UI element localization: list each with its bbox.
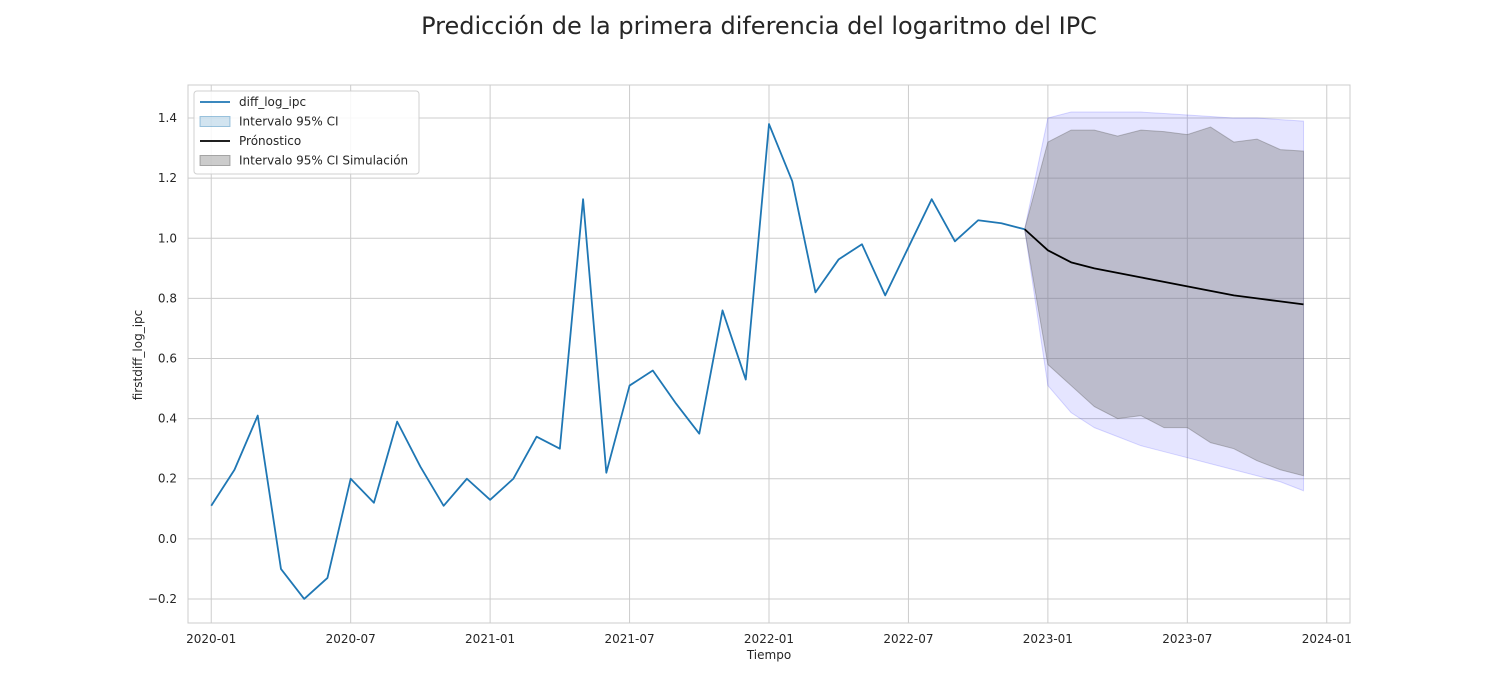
x-tick-label: 2023-07: [1162, 632, 1212, 646]
legend-box: [193, 90, 420, 175]
y-tick-label: 0.4: [158, 412, 177, 426]
legend: diff_log_ipc Intervalo 95% CI Prónostico In…: [193, 90, 420, 175]
y-tick-label: 0.8: [158, 291, 177, 305]
ci-band: [1024, 126, 1305, 477]
x-tick-label: 2021-07: [604, 632, 654, 646]
x-tick-label: 2022-01: [744, 632, 794, 646]
y-tick-label: 0.6: [158, 352, 177, 366]
y-tick-label: 1.4: [158, 111, 177, 125]
y-tick-label: 0.0: [158, 532, 177, 546]
y-tick-label: 0.2: [158, 472, 177, 486]
legend-label: Intervalo 95% CI: [239, 115, 339, 129]
x-axis-label: Tiempo: [746, 648, 791, 662]
x-tick-label: 2024-01: [1302, 632, 1352, 646]
plot-area: 2020-01 2020-07 2021-01 2021-07 2022-01 2022-…: [148, 84, 1352, 646]
x-tick-label: 2021-01: [465, 632, 515, 646]
forecast-line: [1024, 228, 1304, 306]
legend-label: Prónostico: [239, 134, 301, 148]
legend-label: diff_log_ipc: [239, 95, 306, 109]
series-line: [210, 123, 1025, 600]
x-tick-label: 2023-01: [1023, 632, 1073, 646]
y-tick-label: 1.0: [158, 231, 177, 245]
ci-band: [1024, 111, 1305, 492]
y-tick-label: 1.2: [158, 171, 177, 185]
y-axis-label: firstdiff_log_ipc: [131, 310, 145, 401]
legend-band-swatch: [199, 116, 231, 127]
legend-band-swatch: [199, 155, 231, 166]
plot-frame: [187, 84, 1351, 624]
x-tick-label: 2022-07: [883, 632, 933, 646]
chart-title: Predicción de la primera diferencia del …: [421, 12, 1097, 40]
y-tick-label: −0.2: [148, 592, 177, 606]
x-tick-label: 2020-07: [326, 632, 376, 646]
x-tick-label: 2020-01: [186, 632, 236, 646]
legend-label: Intervalo 95% CI Simulación: [239, 154, 408, 168]
